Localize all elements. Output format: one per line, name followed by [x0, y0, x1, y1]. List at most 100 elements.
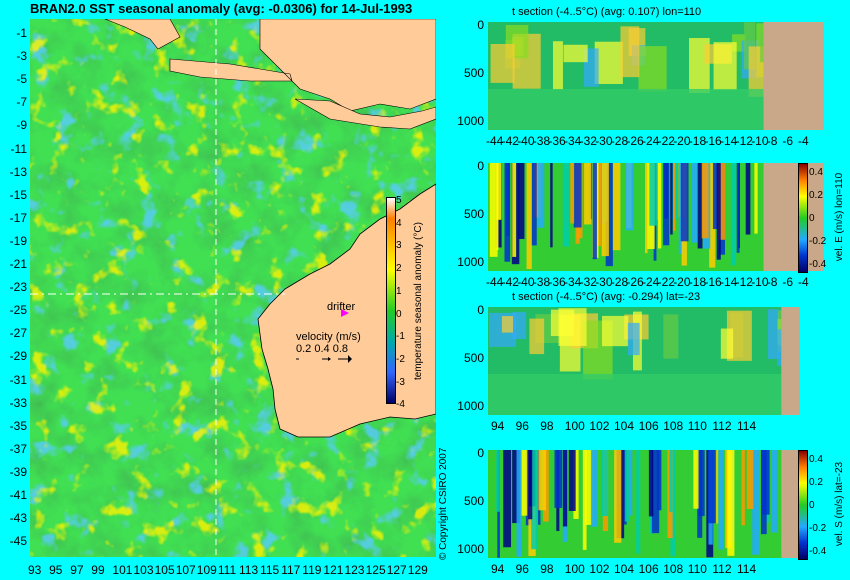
section-x-tick: -32: [579, 134, 597, 148]
section-x-tick: -18: [688, 134, 707, 148]
section-feature: [673, 163, 676, 231]
section-land: [781, 307, 800, 415]
lon-tick-label: 103: [133, 563, 154, 577]
section-x-tick: 100: [564, 562, 585, 576]
lat-tick-label: -1: [16, 26, 27, 40]
section-feature: [531, 163, 537, 246]
lon-tick-label: 121: [323, 563, 344, 577]
depth-tick-label: 500: [463, 351, 484, 365]
map-colorbar-tick: -1: [396, 331, 405, 343]
lat-tick-label: -11: [10, 141, 27, 156]
section-land: [763, 22, 824, 130]
section-x-tick: 104: [614, 419, 635, 433]
lat-tick-label: -5: [16, 72, 27, 87]
section-feature: [752, 450, 760, 555]
section-x-tick: -14: [720, 275, 738, 289]
section-feature: [531, 450, 539, 550]
deep-layer: [488, 88, 764, 130]
section-x-tick: -28: [610, 275, 629, 289]
t-section-lon-plot: [488, 22, 824, 130]
lat-tick-label: -37: [9, 441, 27, 456]
depth-tick-label: 1000: [457, 399, 484, 413]
section-feature: [533, 163, 542, 218]
section-x-tick: -14: [720, 134, 738, 148]
section-x-tick: -30: [595, 275, 613, 289]
section-x-tick: -34: [564, 275, 582, 289]
map-colorbar-tick: -4: [396, 399, 405, 411]
section-feature: [716, 163, 721, 260]
section-feature: [718, 450, 724, 550]
section-feature: [620, 26, 640, 78]
lon-tick-label: 119: [302, 563, 322, 577]
section-x-tick: -22: [657, 134, 675, 148]
section-x-tick: -42: [501, 134, 519, 148]
section-x-tick: -12: [735, 134, 753, 148]
section-feature: [512, 450, 520, 524]
lon-tick-label: 105: [154, 563, 175, 577]
section-x-tick: -8: [766, 134, 778, 148]
t-section-lat-plot: [488, 307, 800, 415]
section-feature: [663, 163, 670, 246]
section-feature: [648, 450, 654, 517]
section-feature: [701, 163, 709, 239]
section-feature: [680, 163, 689, 242]
lat-tick-label: -43: [9, 511, 27, 526]
section-feature: [592, 163, 597, 260]
velocity-colorbar-tick: 0: [809, 213, 815, 224]
section-x-tick: -10: [751, 275, 769, 289]
section-feature: [767, 309, 780, 359]
section-feature: [602, 315, 629, 347]
section-feature: [693, 450, 700, 509]
section-feature: [563, 44, 588, 63]
section-feature: [698, 450, 705, 517]
section-feature: [720, 328, 734, 359]
velocity-colorbar-tick: -0.4: [809, 546, 827, 557]
lat-tick-label: -7: [16, 95, 27, 110]
section-feature: [584, 163, 592, 225]
velocity-values: 0.2 0.4 0.8: [296, 343, 348, 355]
map-colorbar-tick: -3: [396, 376, 405, 388]
section-x-tick: 110: [687, 419, 707, 433]
section-feature: [770, 450, 778, 533]
section-feature: [689, 38, 710, 94]
section-feature: [736, 163, 740, 253]
section-x-tick: -24: [642, 275, 660, 289]
section-feature: [741, 450, 745, 526]
section-x-tick: -20: [673, 134, 691, 148]
lat-tick-label: -9: [16, 118, 27, 133]
map-colorbar-tick: 3: [396, 240, 402, 252]
section-x-tick: 108: [663, 419, 684, 433]
velocity-label: velocity (m/s): [296, 331, 361, 343]
section-x-tick: -26: [626, 134, 644, 148]
lat-tick-label: -21: [9, 257, 27, 271]
velocity-colorbar-tick: -0.4: [809, 259, 827, 270]
section-feature: [552, 41, 563, 90]
lon-tick-label: 99: [91, 563, 105, 577]
lat-tick-label: -23: [9, 280, 27, 295]
lat-tick-label: -19: [9, 233, 27, 248]
section-feature: [503, 450, 512, 548]
section-feature: [601, 163, 609, 257]
section-feature: [727, 450, 735, 556]
section-x-tick: 108: [663, 562, 684, 576]
lat-tick-label: -35: [9, 418, 27, 433]
section-x-tick: 110: [687, 562, 707, 576]
section-feature: [754, 163, 758, 234]
section-x-tick: -16: [704, 134, 722, 148]
section-x-tick: -20: [673, 275, 691, 289]
section-feature: [573, 163, 582, 228]
map-colorbar-tick: 1: [396, 285, 402, 297]
section-feature: [744, 22, 756, 70]
section-feature: [638, 46, 667, 92]
velocity-colorbar-label: vel. E (m/s) lon=110: [834, 172, 845, 262]
section-title: t section (-4..5°C) (avg: -0.294) lat=-2…: [512, 291, 701, 303]
depth-tick-label: 500: [463, 494, 484, 508]
section-x-tick: 106: [638, 562, 659, 576]
lat-tick-label: -39: [9, 464, 27, 479]
section-feature: [596, 163, 602, 247]
section-x-tick: 98: [540, 562, 554, 576]
lon-tick-label: 117: [281, 563, 301, 577]
depth-tick-label: 500: [463, 66, 484, 80]
section-feature: [550, 163, 553, 248]
section-feature: [518, 163, 525, 240]
